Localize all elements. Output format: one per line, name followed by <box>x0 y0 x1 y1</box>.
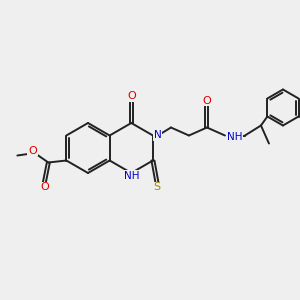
Text: NH: NH <box>124 171 139 181</box>
Text: O: O <box>28 146 37 155</box>
Text: S: S <box>153 182 161 193</box>
Text: NH: NH <box>227 133 242 142</box>
Text: O: O <box>127 91 136 101</box>
Text: O: O <box>40 182 49 193</box>
Text: N: N <box>154 130 162 140</box>
Text: O: O <box>202 95 211 106</box>
